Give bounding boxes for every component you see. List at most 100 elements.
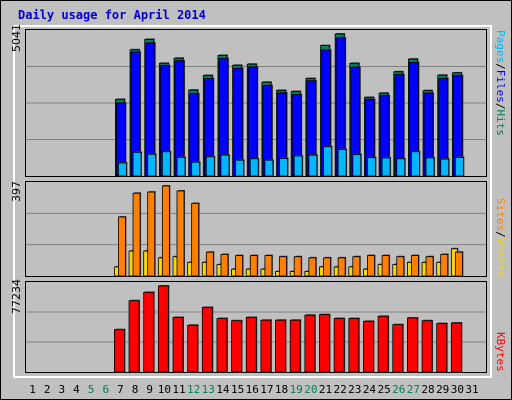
pages-bar <box>352 154 362 177</box>
legend-item: Pages <box>494 30 507 64</box>
kbytes-bar <box>143 291 155 373</box>
sites-bar <box>308 257 317 277</box>
pages-bar <box>205 156 215 177</box>
legend-item: Hits <box>494 109 507 137</box>
pages-bar <box>337 149 347 177</box>
legend-item: Sites <box>494 198 507 232</box>
pages-bar <box>381 157 391 177</box>
pages-bar <box>264 159 274 177</box>
kbytes-bar <box>260 319 272 373</box>
legend-sites-visits: Sites/Visits <box>494 198 507 278</box>
panel3-ymax-label: 77234 <box>10 279 23 314</box>
pages-bar <box>118 162 127 177</box>
sites-bar <box>337 257 346 277</box>
sites-bar <box>132 192 141 277</box>
sites-bar <box>396 256 405 277</box>
x-tick-label-8: 8 <box>132 383 139 396</box>
x-tick-label-11: 11 <box>172 383 185 396</box>
x-tick-label-22: 22 <box>334 383 347 396</box>
legend-item: / <box>494 63 507 70</box>
sites-bar <box>425 256 434 277</box>
sites-bar <box>176 190 185 277</box>
x-tick-label-28: 28 <box>421 383 434 396</box>
pages-bar <box>454 157 464 177</box>
panel-3-border <box>25 281 487 373</box>
sites-bar <box>381 255 390 277</box>
pages-bar <box>161 151 171 177</box>
pages-bar <box>323 146 332 177</box>
sites-bar <box>323 257 331 277</box>
sites-bar <box>367 255 375 277</box>
sites-bar <box>264 255 273 277</box>
x-tick-label-15: 15 <box>231 383 244 396</box>
kbytes-bar <box>275 319 286 373</box>
panel1-ymax-label: 5041 <box>10 24 23 52</box>
kbytes-bar <box>304 314 316 373</box>
x-tick-label-5: 5 <box>88 383 95 396</box>
sites-bar <box>235 255 244 277</box>
x-tick-label-18: 18 <box>275 383 288 396</box>
panel-2-border <box>25 181 487 277</box>
x-tick-label-6: 6 <box>102 383 109 396</box>
sites-bar <box>410 255 419 277</box>
x-tick-label-30: 30 <box>451 383 464 396</box>
x-tick-label-10: 10 <box>158 383 171 396</box>
kbytes-bar <box>157 285 169 373</box>
sites-bar <box>440 254 449 277</box>
sites-bar <box>279 256 287 277</box>
x-tick-label-25: 25 <box>377 383 390 396</box>
legend-item: Visits <box>494 237 507 278</box>
plot-frame <box>13 25 492 378</box>
pages-bar <box>308 154 318 177</box>
sites-bar <box>352 256 361 277</box>
sites-bar <box>191 203 200 277</box>
pages-bar <box>367 157 376 177</box>
x-tick-label-27: 27 <box>407 383 420 396</box>
x-tick-label-17: 17 <box>260 383 273 396</box>
x-tick-label-1: 1 <box>29 383 36 396</box>
sites-bar <box>454 251 463 277</box>
pages-bar <box>191 161 201 177</box>
panel-1-border <box>25 29 487 177</box>
x-tick-label-9: 9 <box>146 383 153 396</box>
kbytes-bar <box>421 320 433 373</box>
kbytes-bar <box>128 300 140 373</box>
x-tick-label-20: 20 <box>304 383 317 396</box>
x-tick-label-19: 19 <box>290 383 303 396</box>
kbytes-bar <box>319 314 330 373</box>
sites-bar <box>293 256 302 277</box>
sites-bar <box>161 185 170 277</box>
kbytes-bar <box>333 318 345 373</box>
kbytes-bar <box>201 307 213 373</box>
kbytes-bar <box>231 320 243 373</box>
x-tick-label-3: 3 <box>58 383 65 396</box>
kbytes-bar <box>436 323 448 373</box>
x-tick-label-24: 24 <box>363 383 377 396</box>
legend-item: KBytes <box>494 332 507 372</box>
pages-bar <box>220 154 230 177</box>
pages-bar <box>132 151 142 177</box>
kbytes-bar <box>114 329 125 373</box>
kbytes-bar <box>377 315 389 373</box>
x-tick-label-29: 29 <box>436 383 449 396</box>
x-tick-label-16: 16 <box>246 383 259 396</box>
legend-item: / <box>494 231 507 238</box>
x-tick-label-2: 2 <box>44 383 51 396</box>
legend-kbytes: KBytes <box>494 332 507 372</box>
chart-title: Daily usage for April 2014 <box>18 8 206 22</box>
x-tick-label-26: 26 <box>392 383 405 396</box>
kbytes-bar <box>406 317 418 373</box>
pages-bar <box>410 151 420 177</box>
x-tick-label-31: 31 <box>465 383 478 396</box>
kbytes-bar <box>187 324 199 373</box>
sites-bar <box>205 251 214 277</box>
sites-bar <box>118 216 126 277</box>
pages-bar <box>440 158 450 177</box>
x-tick-label-13: 13 <box>202 383 215 396</box>
x-tick-label-4: 4 <box>73 383 80 396</box>
kbytes-bar <box>289 319 301 373</box>
kbytes-bar <box>363 320 374 373</box>
pages-bar <box>235 159 245 177</box>
kbytes-bar <box>172 317 184 373</box>
